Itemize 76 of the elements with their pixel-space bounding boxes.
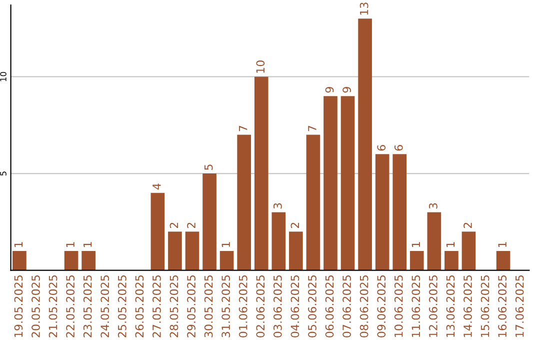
x-tick-label: 01.06.2025 — [238, 275, 248, 338]
data-label: 7 — [239, 126, 248, 132]
bar — [168, 232, 182, 270]
data-label: 1 — [66, 242, 74, 247]
bar — [324, 96, 338, 270]
bar — [64, 250, 78, 270]
x-tick-label: 03.06.2025 — [273, 275, 282, 338]
data-label: 5 — [204, 164, 213, 170]
data-label: 1 — [498, 242, 506, 247]
x-tick-label: 24.05.2025 — [100, 275, 110, 338]
x-tick-label: 12.06.2025 — [428, 275, 438, 337]
data-label: 3 — [273, 203, 282, 209]
x-tick-label: 08.06.2025 — [360, 275, 368, 338]
x-tick-label: 25.05.2025 — [118, 275, 126, 338]
x-tick-label: 02.06.2025 — [256, 275, 265, 338]
bar — [289, 232, 303, 270]
x-tick-label: 16.06.2025 — [498, 275, 507, 337]
bar — [340, 96, 355, 270]
bar — [462, 232, 476, 270]
x-tick-label: 04.06.2025 — [290, 275, 300, 338]
x-tick-label: 10.06.2025 — [394, 275, 403, 337]
bar — [410, 250, 424, 270]
data-label: 1 — [222, 242, 230, 247]
x-tick-label: 11.06.2025 — [412, 275, 420, 337]
x-tick-label: 27.05.2025 — [152, 275, 161, 338]
data-label: 3 — [428, 203, 438, 209]
x-tick-label: 22.05.2025 — [66, 275, 75, 338]
x-tick-label: 28.05.2025 — [170, 275, 178, 338]
x-tick-label: 07.06.2025 — [342, 275, 351, 338]
x-tick-label: 30.05.2025 — [204, 275, 213, 338]
x-tick-label: 19.05.2025 — [14, 275, 23, 337]
x-tick-label: 05.06.2025 — [308, 275, 316, 338]
bar — [202, 174, 216, 270]
x-tick-label: 20.05.2025 — [32, 275, 40, 338]
bar — [12, 250, 26, 270]
bar — [427, 212, 442, 270]
data-label: 7 — [308, 126, 316, 132]
bar — [237, 134, 251, 270]
data-label: 10 — [256, 60, 265, 73]
data-label: 9 — [325, 87, 334, 93]
data-label: 1 — [412, 242, 420, 247]
data-label: 2 — [290, 222, 299, 228]
bar — [392, 154, 407, 270]
bar — [82, 250, 96, 270]
x-tick-label: 31.05.2025 — [222, 275, 230, 338]
x-tick-label: 15.06.2025 — [480, 275, 490, 337]
x-tick-label: 26.05.2025 — [135, 275, 144, 338]
x-tick-label: 17.06.2025 — [515, 275, 524, 337]
data-label: 2 — [170, 222, 178, 228]
bar — [496, 250, 510, 270]
bar — [220, 250, 234, 270]
data-label: 1 — [446, 242, 455, 247]
bar — [150, 192, 165, 270]
data-label: 2 — [187, 222, 196, 228]
x-tick-label: 23.05.2025 — [83, 275, 92, 338]
bar — [358, 18, 372, 270]
x-tick-label: 09.06.2025 — [377, 275, 386, 338]
data-label: 2 — [464, 222, 472, 228]
bar — [444, 250, 458, 270]
data-label: 1 — [14, 242, 23, 247]
x-tick-label: 21.05.2025 — [48, 275, 58, 338]
bar — [306, 134, 320, 270]
data-label: 6 — [394, 145, 403, 151]
x-tick-label: 06.06.2025 — [325, 275, 334, 338]
x-tick-label: 29.05.2025 — [187, 275, 196, 338]
data-label: 6 — [377, 145, 386, 151]
bar — [375, 154, 390, 270]
data-label: 1 — [84, 242, 92, 247]
data-label: 9 — [342, 87, 351, 93]
data-label: 13 — [360, 2, 368, 15]
bar — [185, 232, 200, 270]
bar — [272, 212, 286, 270]
x-tick-label: 13.06.2025 — [446, 275, 455, 337]
bar — [254, 76, 268, 270]
x-tick-label: 14.06.2025 — [464, 275, 472, 337]
data-label: 4 — [152, 184, 161, 190]
